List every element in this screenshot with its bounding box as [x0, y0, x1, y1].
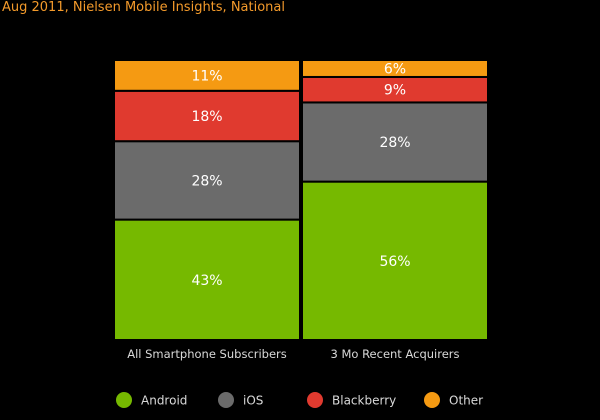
legend-label-blackberry: Blackberry	[332, 394, 396, 408]
legend-label-other: Other	[449, 394, 483, 408]
data-label-android-0: 43%	[191, 273, 222, 289]
data-label-ios-1: 28%	[379, 135, 410, 151]
bar-segment-blackberry-0	[113, 89, 301, 143]
data-label-other-1: 6%	[384, 61, 406, 77]
data-label-blackberry-1: 9%	[384, 83, 406, 99]
data-label-blackberry-0: 18%	[191, 109, 222, 125]
data-label-android-1: 56%	[379, 254, 410, 270]
data-label-ios-0: 28%	[191, 173, 222, 189]
bar-segment-other-1	[301, 59, 489, 78]
legend-label-android: Android	[141, 394, 187, 408]
bar-segment-blackberry-1	[301, 75, 489, 104]
category-label-1: 3 Mo Recent Acquirers	[330, 347, 459, 361]
legend-swatch-other	[424, 392, 440, 408]
bar-segment-android-0	[113, 218, 301, 342]
legend-swatch-android	[116, 392, 132, 408]
category-label-0: All Smartphone Subscribers	[127, 347, 287, 361]
legend-label-ios: iOS	[243, 394, 263, 408]
bar-segment-ios-1	[301, 101, 489, 183]
legend-swatch-blackberry	[307, 392, 323, 408]
chart-subtitle: Aug 2011, Nielsen Mobile Insights, Natio…	[2, 0, 285, 15]
bar-segment-other-0	[113, 59, 301, 92]
legend-swatch-ios	[218, 392, 234, 408]
bar-segment-ios-0	[113, 140, 301, 221]
data-label-other-0: 11%	[191, 68, 222, 84]
